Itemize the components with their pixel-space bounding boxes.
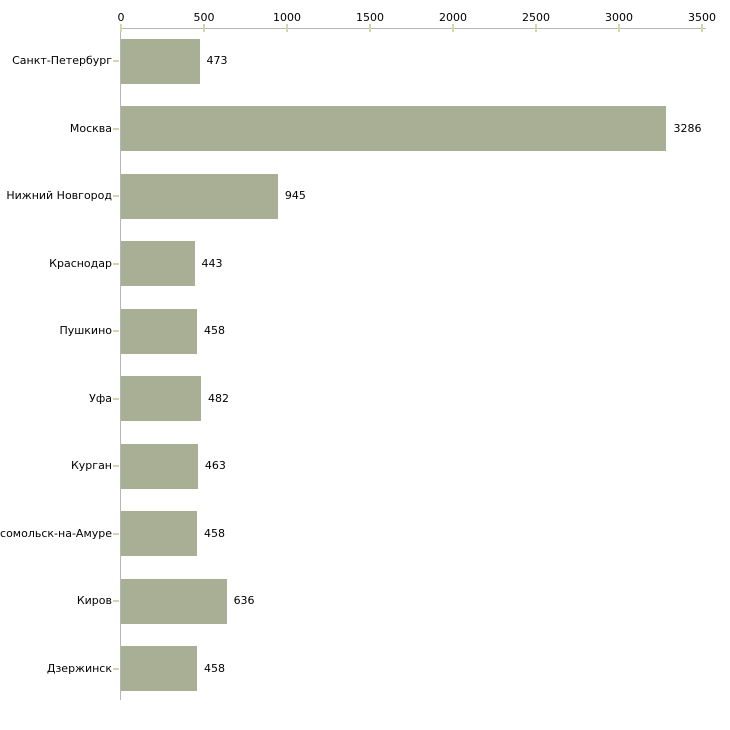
y-axis-line [120, 28, 121, 700]
x-axis-tick-label: 1500 [356, 11, 384, 24]
y-axis-tick [113, 397, 119, 400]
category-label: Киров [76, 594, 112, 607]
bar [121, 106, 667, 151]
x-axis-tick [535, 24, 537, 32]
bar [121, 578, 227, 624]
bar [121, 241, 195, 286]
y-axis-tick [113, 195, 119, 197]
y-axis-tick [113, 330, 119, 332]
x-axis-tick-label: 3000 [605, 11, 633, 24]
category-label: мсомольск-на-Амуре [0, 526, 112, 540]
y-axis-tick [113, 60, 119, 62]
value-label: 636 [233, 594, 255, 607]
x-axis-tick [203, 24, 205, 32]
x-axis-tick [120, 24, 122, 32]
y-axis-tick [113, 667, 119, 670]
x-axis-line [120, 28, 706, 29]
bar [121, 376, 201, 421]
category-label: Краснодар [49, 256, 112, 270]
y-axis-tick [113, 465, 119, 467]
x-axis-tick-label: 2500 [522, 11, 550, 24]
value-label: 458 [204, 661, 226, 675]
category-label: Санкт-Петербург [12, 54, 112, 67]
x-axis-tick [701, 24, 703, 32]
value-label: 482 [208, 391, 229, 405]
category-label: Курган [70, 459, 112, 472]
bar [121, 38, 200, 84]
x-axis-tick-label: 500 [193, 11, 215, 24]
y-axis-tick [113, 262, 119, 265]
x-axis-tick-label: 2000 [439, 11, 467, 24]
value-label: 458 [204, 324, 226, 337]
x-axis-tick-label: 0 [117, 11, 125, 24]
value-label: 945 [284, 189, 306, 202]
value-label: 443 [201, 256, 223, 270]
bar [121, 173, 278, 219]
bar [121, 308, 198, 354]
bar [121, 511, 198, 556]
x-axis-tick [618, 24, 620, 32]
x-axis-tick [452, 24, 454, 32]
category-label: Пушкино [59, 324, 112, 337]
value-label: 458 [204, 526, 226, 540]
x-axis-tick [286, 24, 288, 32]
value-label: 473 [206, 54, 228, 67]
category-label: Уфа [89, 391, 112, 405]
category-label: Москва [69, 121, 112, 135]
y-axis-tick [113, 600, 119, 602]
x-axis-tick [369, 24, 371, 32]
value-label: 463 [204, 459, 226, 472]
value-label: 3286 [673, 121, 702, 135]
bar [121, 443, 198, 489]
y-axis-tick [113, 532, 119, 535]
category-label: Нижний Новгород [6, 189, 112, 202]
category-label: Дзержинск [46, 661, 112, 675]
y-axis-tick [113, 127, 119, 130]
bar [121, 646, 198, 691]
x-axis-tick-label: 3500 [688, 11, 716, 24]
x-axis-tick-label: 1000 [273, 11, 301, 24]
